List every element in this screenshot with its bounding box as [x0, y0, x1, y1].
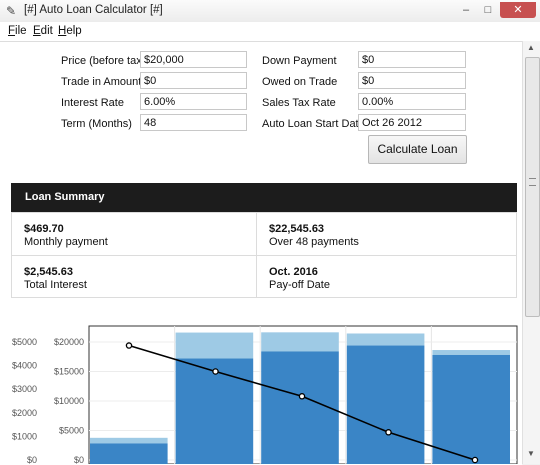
left-axis-tick: $3000: [12, 384, 37, 394]
interest-rate-label: Interest Rate: [61, 97, 124, 109]
trade-in-label: Trade in Amount: [61, 76, 142, 88]
principal-bar: [90, 443, 168, 464]
balance-axis-tick: $10000: [54, 396, 84, 406]
owed-on-trade-label: Owed on Trade: [262, 76, 338, 88]
loan-summary-header: Loan Summary: [11, 183, 517, 212]
balance-axis-tick: $15000: [54, 367, 84, 377]
minimize-icon[interactable]: –: [462, 4, 470, 16]
payoff-date-caption: Pay-off Date: [269, 279, 330, 291]
scroll-down-icon[interactable]: ▼: [527, 449, 535, 458]
interest-bar: [90, 437, 168, 444]
maximize-icon[interactable]: □: [484, 4, 492, 16]
balance-axis-tick: $5000: [59, 426, 84, 436]
principal-bar: [175, 358, 254, 464]
left-axis-tick: $5000: [12, 337, 37, 347]
principal-bar: [346, 345, 425, 464]
price-input[interactable]: $20,000: [140, 51, 247, 68]
summary-divider-horizontal: [11, 255, 517, 256]
menu-edit[interactable]: Edit: [33, 25, 53, 37]
term-label: Term (Months): [61, 118, 132, 130]
start-date-label: Auto Loan Start Date: [262, 118, 365, 130]
balance-point: [212, 368, 219, 375]
menu-file[interactable]: File: [8, 25, 27, 37]
left-axis-tick: $4000: [12, 361, 37, 371]
sales-tax-input[interactable]: 0.00%: [358, 93, 466, 110]
close-icon[interactable]: ✕: [500, 2, 536, 18]
monthly-payment-caption: Monthly payment: [24, 236, 108, 248]
interest-bar: [432, 350, 510, 355]
window-title: [#] Auto Loan Calculator [#]: [24, 4, 163, 16]
interest-bar: [346, 333, 425, 346]
total-payments-caption: Over 48 payments: [269, 236, 359, 248]
down-payment-label: Down Payment: [262, 55, 337, 67]
trade-in-input[interactable]: $0: [140, 72, 247, 89]
balance-point: [298, 393, 306, 400]
balance-point: [471, 456, 479, 464]
title-bar: ✎ [#] Auto Loan Calculator [#] – □ ✕: [0, 0, 540, 23]
start-date-input[interactable]: Oct 26 2012: [358, 114, 466, 131]
monthly-payment-value: $469.70: [24, 223, 64, 235]
menu-help[interactable]: Help: [58, 25, 82, 37]
grip-icon: [529, 178, 536, 186]
left-axis-tick: $0: [27, 455, 37, 464]
owed-on-trade-input[interactable]: $0: [358, 72, 466, 89]
term-input[interactable]: 48: [140, 114, 247, 131]
left-axis-tick: $2000: [12, 408, 37, 418]
scroll-thumb[interactable]: [525, 57, 540, 317]
principal-bar: [261, 351, 339, 464]
vertical-scrollbar[interactable]: ▲ ▼: [522, 41, 540, 464]
pin-icon: ✎: [6, 4, 17, 18]
left-axis-tick: $1000: [12, 431, 37, 441]
total-interest-caption: Total Interest: [24, 279, 87, 291]
balance-point: [125, 342, 133, 349]
calculate-loan-button[interactable]: Calculate Loan: [368, 135, 467, 164]
interest-bar: [175, 332, 254, 359]
total-payments-value: $22,545.63: [269, 223, 325, 235]
principal-bar: [432, 354, 510, 464]
down-payment-input[interactable]: $0: [358, 51, 466, 68]
total-interest-value: $2,545.63: [24, 266, 73, 278]
payoff-date-value: Oct. 2016: [269, 266, 318, 278]
price-label: Price (before tax): [61, 55, 146, 67]
interest-bar: [261, 332, 339, 352]
menu-bar: File Edit Help: [0, 22, 540, 41]
sales-tax-label: Sales Tax Rate: [262, 97, 336, 109]
summary-divider-vertical: [256, 212, 257, 298]
balance-axis-tick: $20000: [54, 337, 84, 347]
amortization-chart: $5000 $4000 $3000 $2000 $1000 $0 $20000 $15000 $…: [12, 325, 518, 464]
balance-point: [385, 429, 392, 436]
scroll-up-icon[interactable]: ▲: [527, 43, 535, 52]
interest-rate-input[interactable]: 6.00%: [140, 93, 247, 110]
balance-axis-tick: $0: [74, 455, 84, 464]
